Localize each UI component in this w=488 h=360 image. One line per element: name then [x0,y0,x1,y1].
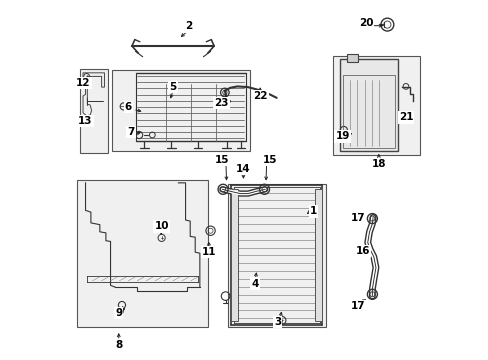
Bar [343,75,394,148]
Text: 22: 22 [252,91,267,101]
Text: 14: 14 [236,164,250,174]
Bar [112,70,249,151]
Text: 8: 8 [115,340,122,350]
Text: 10: 10 [154,221,168,231]
Bar [77,180,207,327]
Text: 2: 2 [185,21,192,31]
Bar [230,189,238,321]
Bar [227,184,325,327]
Text: 6: 6 [124,102,132,112]
Text: 13: 13 [78,116,93,126]
Text: 21: 21 [398,112,412,122]
Text: 4: 4 [251,279,258,289]
Bar [80,69,108,153]
Text: 23: 23 [214,98,228,108]
Text: 19: 19 [335,131,349,141]
Text: 11: 11 [202,247,216,257]
Bar [332,56,419,155]
Text: 15: 15 [215,156,229,165]
Text: 5: 5 [169,82,176,92]
Text: 17: 17 [350,301,365,311]
Text: 17: 17 [350,212,365,222]
Text: 18: 18 [371,159,386,169]
Text: 15: 15 [263,156,277,165]
Text: 1: 1 [309,206,316,216]
Text: 7: 7 [127,127,134,137]
Bar [340,59,397,152]
Text: 12: 12 [76,78,90,88]
Bar [315,189,322,321]
Text: 3: 3 [274,317,281,327]
Text: 16: 16 [355,247,369,256]
Text: 9: 9 [115,308,122,318]
Text: 20: 20 [358,18,372,28]
Bar [346,54,357,62]
